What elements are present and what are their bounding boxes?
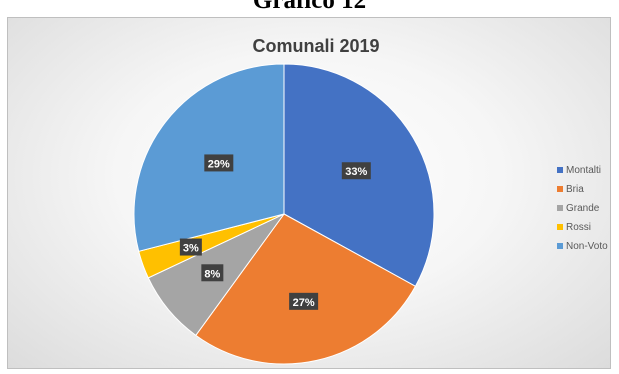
data-label-box bbox=[341, 162, 371, 180]
data-label-box bbox=[201, 264, 224, 282]
data-label-text: 27% bbox=[293, 297, 315, 309]
data-label-box bbox=[179, 238, 202, 256]
legend-item-rossi: Rossi bbox=[557, 222, 591, 233]
data-label-grande: 8% bbox=[201, 264, 224, 282]
figure-title: Grafico 12 bbox=[252, 0, 367, 14]
legend-label: Montalti bbox=[566, 165, 601, 176]
pie-chart: Comunali 2019 33% 27% 8% 3% 29% Montalti Bria… bbox=[133, 36, 608, 365]
data-label-text: 8% bbox=[204, 268, 220, 280]
legend-swatch bbox=[557, 186, 563, 192]
data-labels: 33% 27% 8% 3% 29% bbox=[179, 154, 371, 310]
legend-label: Bria bbox=[566, 184, 584, 195]
data-label-box bbox=[289, 292, 319, 310]
data-label-non-voto: 29% bbox=[204, 154, 234, 172]
chart-area: Comunali 2019 33% 27% 8% 3% 29% Montalti Bria… bbox=[7, 17, 611, 369]
legend-item-bria: Bria bbox=[557, 184, 584, 195]
pie-slice-bria bbox=[195, 213, 417, 365]
legend-item-montalti: Montalti bbox=[557, 165, 601, 176]
legend-swatch bbox=[557, 224, 563, 230]
legend-swatch bbox=[557, 167, 563, 173]
legend-swatch bbox=[557, 205, 563, 211]
legend-label: Non-Voto bbox=[566, 241, 608, 252]
legend: Montalti Bria Grande Rossi Non-Voto bbox=[557, 165, 608, 252]
data-label-montalti: 33% bbox=[341, 162, 371, 180]
legend-item-non-voto: Non-Voto bbox=[557, 241, 608, 252]
pie-slices bbox=[133, 63, 435, 365]
legend-label: Grande bbox=[566, 203, 600, 214]
legend-swatch bbox=[557, 243, 563, 249]
chart-title: Comunali 2019 bbox=[252, 36, 379, 56]
data-label-box bbox=[204, 154, 234, 172]
data-label-bria: 27% bbox=[289, 292, 319, 310]
legend-label: Rossi bbox=[566, 222, 591, 233]
data-label-text: 3% bbox=[183, 243, 199, 255]
data-label-text: 33% bbox=[345, 166, 367, 178]
legend-item-grande: Grande bbox=[557, 203, 600, 214]
data-label-rossi: 3% bbox=[179, 238, 202, 256]
data-label-text: 29% bbox=[208, 158, 230, 170]
